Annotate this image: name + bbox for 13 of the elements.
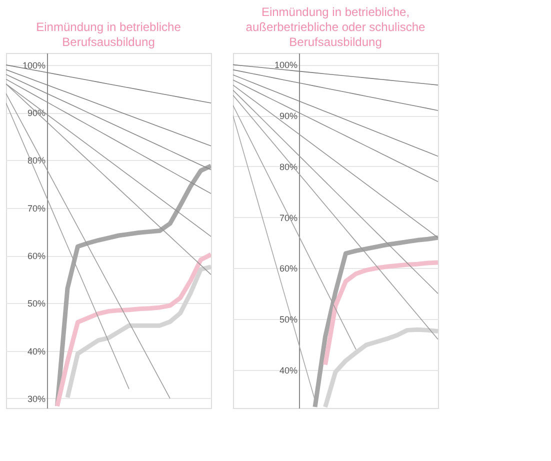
y-tick-label: 40% <box>27 346 46 356</box>
y-tick-label: 60% <box>279 264 298 274</box>
y-tick-label: 50% <box>27 298 46 309</box>
y-tick-label: 40% <box>279 365 298 376</box>
y-tick-label: 70% <box>27 203 46 214</box>
y-tick-label: 60% <box>27 251 46 262</box>
chart-title: Einmündung in betriebliche, außerbetriebliche oder schulische Berufsausbildung <box>246 5 426 49</box>
y-tick-label: 30% <box>27 394 46 404</box>
chart-title: Einmündung in betriebliche Berufsausbildung <box>36 20 182 49</box>
y-tick-label: 90% <box>279 111 298 122</box>
y-tick-label: 100% <box>22 60 46 70</box>
y-tick-label: 50% <box>279 314 298 324</box>
y-tick-label: 100% <box>274 60 298 70</box>
